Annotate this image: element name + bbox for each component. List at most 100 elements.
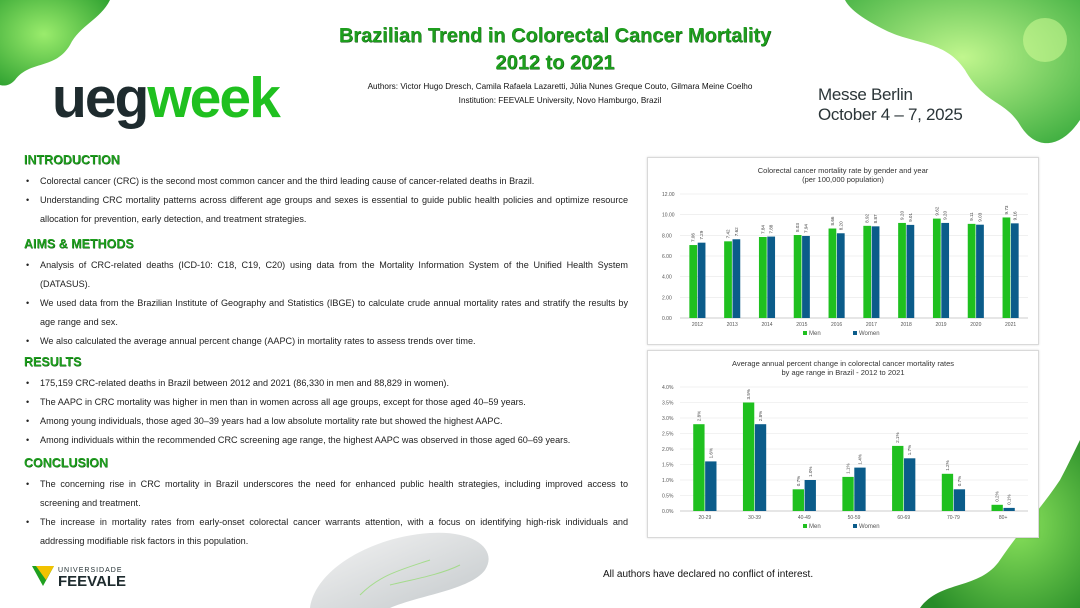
svg-text:FEEVALE: FEEVALE: [58, 573, 126, 590]
decor-top-left: [0, 0, 110, 86]
introduction-section: INTRODUCTION Colorectal cancer (CRC) is …: [24, 153, 628, 229]
data-label: 8.03: [795, 223, 800, 232]
legend-label-men: Men: [809, 524, 821, 530]
data-label: 7.29: [699, 230, 704, 239]
bar-men: [792, 489, 804, 511]
results-item: Among young individuals, those aged 30–3…: [24, 412, 628, 431]
data-label: 0.7%: [957, 476, 962, 486]
conclusion-heading: CONCLUSION: [24, 456, 109, 470]
bar-women: [941, 222, 950, 318]
y-tick-label: 1.5%: [662, 463, 674, 469]
y-tick-label: 0.00: [662, 316, 672, 322]
data-label: 2.1%: [895, 432, 900, 442]
bar-men: [693, 424, 705, 511]
data-label: 8.92: [865, 213, 870, 222]
chart-title: Colorectal cancer mortality rate by gend…: [758, 166, 929, 175]
bar-men: [941, 473, 954, 511]
bar-men: [863, 225, 872, 318]
aims-methods-section: AIMS & METHODS Analysis of CRC-related d…: [24, 237, 628, 351]
data-label: 7.62: [734, 227, 739, 236]
x-tick-label: 2013: [727, 322, 738, 328]
data-label: 0.1%: [1007, 494, 1012, 504]
y-tick-label: 2.0%: [662, 447, 674, 453]
data-label: 7.88: [769, 224, 774, 233]
x-tick-label: 20-29: [698, 515, 711, 521]
aims-methods-item: We used data from the Brazilian Institut…: [24, 294, 628, 332]
bar-women: [802, 235, 810, 318]
institution: Institution: FEEVALE University, Novo Ha…: [458, 96, 662, 105]
x-tick-label: 2015: [796, 322, 807, 328]
bar-men: [758, 236, 767, 318]
legend-swatch-men: [803, 331, 807, 335]
data-label: 8.66: [830, 216, 835, 225]
results-item: 175,159 CRC-related deaths in Brazil bet…: [24, 374, 628, 393]
bar-women: [906, 224, 915, 318]
bar-men: [898, 222, 906, 318]
x-tick-label: 2020: [970, 322, 981, 328]
chart-aapc-by-age-box: Average annual percent change in colorec…: [647, 350, 1039, 538]
svg-text:UNIVERSIDADE: UNIVERSIDADE: [58, 567, 123, 574]
data-label: 9.62: [934, 206, 939, 215]
x-tick-label: 2014: [761, 322, 772, 328]
bar-women: [871, 226, 880, 318]
x-tick-label: 60-69: [897, 515, 910, 521]
data-label: 9.03: [977, 212, 982, 221]
poster-title: Brazilian Trend in Colorectal Cancer Mor…: [338, 25, 772, 47]
authors: Authors: Victor Hugo Dresch, Camila Rafa…: [367, 82, 753, 91]
y-tick-label: 6.00: [662, 254, 672, 260]
data-label: 1.4%: [857, 454, 862, 464]
y-tick-label: 8.00: [662, 233, 672, 239]
bar-men: [724, 241, 732, 318]
introduction-heading: INTRODUCTION: [24, 153, 120, 167]
y-tick-label: 3.0%: [662, 416, 674, 422]
data-label: 0.7%: [796, 476, 801, 486]
x-tick-label: 30-39: [748, 515, 761, 521]
x-tick-label: 2019: [935, 322, 946, 328]
bar-men: [991, 504, 1003, 511]
y-tick-label: 2.5%: [662, 432, 674, 438]
legend-label-men: Men: [809, 331, 821, 337]
data-label: 9.20: [900, 211, 905, 220]
bar-women: [904, 458, 916, 511]
decor-top-right: [845, 0, 1080, 144]
bar-women: [705, 461, 717, 511]
decor-bottom-right: [920, 440, 1080, 608]
bar-women: [754, 424, 767, 511]
x-tick-label: 2021: [1005, 322, 1016, 328]
chart-subtitle: by age range in Brazil - 2012 to 2021: [782, 368, 905, 377]
bar-women: [1010, 223, 1019, 318]
data-label: 2.8%: [758, 411, 763, 421]
conclusion-section: CONCLUSION The concerning rise in CRC mo…: [24, 456, 628, 551]
bar-women: [836, 233, 845, 318]
bar-women: [697, 242, 706, 318]
results-item: The AAPC in CRC mortality was higher in …: [24, 393, 628, 412]
data-label: 1.2%: [945, 460, 950, 470]
x-tick-label: 2012: [692, 322, 703, 328]
aims-methods-item: Analysis of CRC-related deaths (ICD-10: …: [24, 256, 628, 294]
x-tick-label: 2016: [831, 322, 842, 328]
data-label: 8.87: [873, 214, 878, 223]
chart-aapc-by-age: Average annual percent change in colorec…: [662, 359, 1028, 530]
bar-men: [932, 218, 941, 318]
data-label: 9.16: [1012, 211, 1017, 220]
data-label: 7.06: [691, 233, 696, 242]
data-label: 8.20: [838, 221, 843, 230]
bar-men: [892, 445, 904, 511]
conclusion-item: The increase in mortality rates from ear…: [24, 513, 628, 551]
aims-methods-heading: AIMS & METHODS: [24, 237, 134, 251]
results-section: RESULTS 175,159 CRC-related deaths in Br…: [24, 355, 628, 450]
y-tick-label: 0.5%: [662, 494, 674, 500]
data-label: 7.42: [726, 229, 731, 238]
y-tick-label: 4.0%: [662, 385, 674, 391]
y-tick-label: 10.00: [662, 213, 675, 219]
data-label: 7.94: [803, 224, 808, 233]
y-tick-label: 0.0%: [662, 509, 674, 515]
venue-location: Messe Berlin: [818, 85, 913, 104]
bar-women: [976, 224, 984, 318]
y-tick-label: 12.00: [662, 192, 675, 198]
x-tick-label: 80+: [999, 515, 1008, 521]
bar-women: [1003, 507, 1015, 511]
bar-women: [732, 239, 741, 318]
data-label: 1.7%: [907, 445, 912, 455]
chart-title: Average annual percent change in colorec…: [732, 359, 954, 368]
